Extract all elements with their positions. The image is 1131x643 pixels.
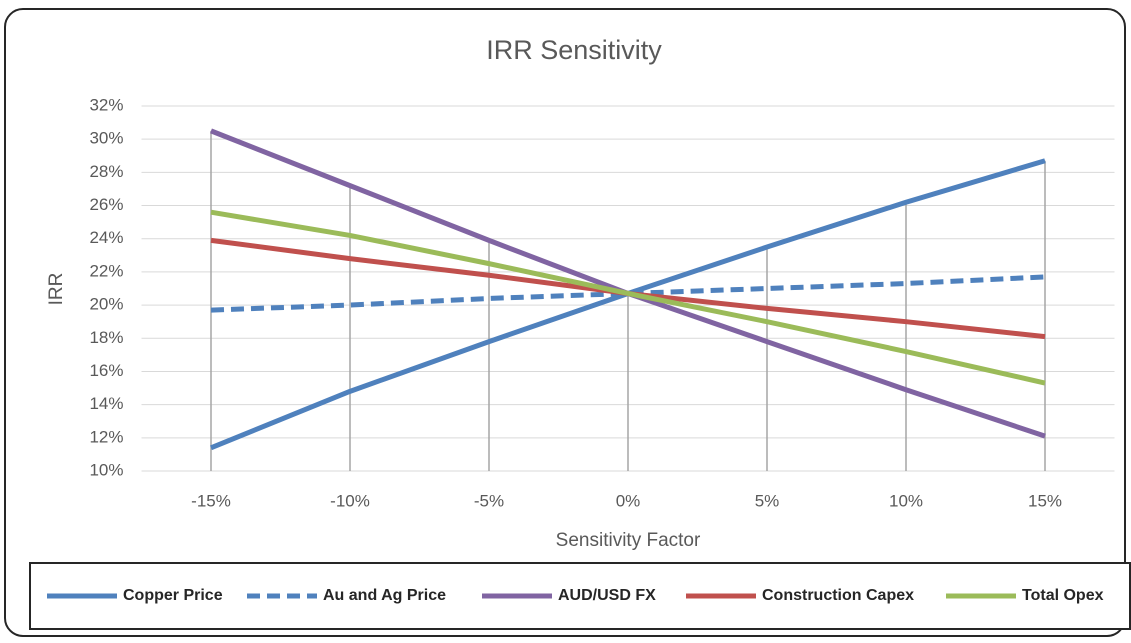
legend-label: Construction Capex — [762, 587, 914, 604]
x-axis-label: Sensitivity Factor — [556, 530, 701, 551]
x-tick-label: 10% — [889, 491, 923, 510]
legend-label: AUD/USD FX — [558, 587, 656, 604]
y-axis-label: IRR — [46, 273, 67, 306]
x-tick-label: -15% — [191, 491, 231, 510]
legend-label: Copper Price — [123, 587, 223, 604]
y-tick-label: 24% — [89, 228, 123, 247]
y-tick-label: 28% — [89, 162, 123, 181]
y-tick-label: 32% — [89, 95, 123, 114]
x-tick-label: -10% — [330, 491, 370, 510]
y-tick-label: 10% — [89, 460, 123, 479]
x-tick-label: 0% — [616, 491, 641, 510]
y-tick-label: 16% — [89, 361, 123, 380]
x-tick-label: 5% — [755, 491, 780, 510]
y-tick-label: 18% — [89, 328, 123, 347]
x-tick-label: -5% — [474, 491, 504, 510]
y-tick-label: 30% — [89, 129, 123, 148]
y-tick-label: 14% — [89, 394, 123, 413]
y-tick-label: 20% — [89, 295, 123, 314]
series-line — [210, 209, 1046, 386]
legend-label: Au and Ag Price — [323, 587, 446, 604]
chart-frame — [4, 8, 1126, 637]
x-tick-label: 15% — [1028, 491, 1062, 510]
legend-label: Total Opex — [1022, 587, 1104, 604]
y-tick-label: 26% — [89, 195, 123, 214]
chart-title: IRR Sensitivity — [486, 35, 662, 65]
y-tick-label: 12% — [89, 427, 123, 446]
y-tick-label: 22% — [89, 261, 123, 280]
